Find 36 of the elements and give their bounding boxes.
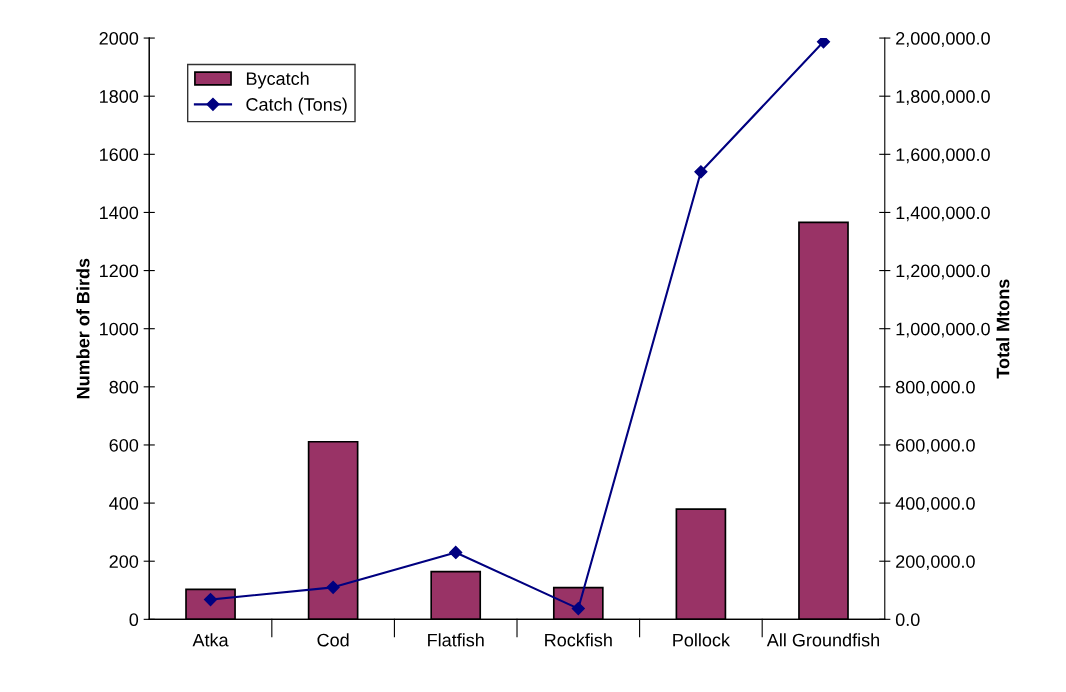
y-tick-label: 400	[109, 497, 139, 510]
x-tick-label: All Groundfish	[766, 633, 880, 647]
y-tick-label: 2000	[99, 31, 139, 45]
y2-tick-label: 2,000,000.0	[896, 31, 990, 47]
y2-tick-label: 600,000.0	[896, 438, 975, 454]
x-tick-label: Cod	[317, 633, 349, 647]
y-tick-label: 800	[109, 380, 139, 394]
y2-tick-label: 1,800,000.0	[896, 90, 990, 106]
point	[694, 165, 708, 179]
legend-label: Catch (Tons)	[246, 97, 347, 115]
y2-axis-title: Total Mtons	[996, 279, 1010, 379]
y2-tick-label: 1,000,000.0	[896, 322, 990, 338]
x-tick-label: Rockfish	[545, 633, 612, 647]
y-tick-label: 1200	[100, 264, 139, 278]
x-tick-label: Flatfish	[428, 633, 484, 647]
y-axis-title: Number of Birds	[76, 258, 90, 399]
y-tick-label: 1600	[100, 148, 139, 162]
x-tick-label: Atka	[192, 633, 229, 647]
y2-tick-label: 1,400,000.0	[896, 206, 990, 222]
y-tick-label: 200	[109, 555, 139, 568]
y2-tick-label: 800,000.0	[895, 380, 975, 396]
y2-tick-label: 400,000.0	[895, 497, 975, 512]
y2-tick-label: 1,200,000.0	[896, 264, 990, 280]
y-tick-label: 1000	[100, 322, 139, 336]
y2-tick-label: 0.0	[895, 613, 920, 627]
y2-tick-label: 200,000.0	[896, 555, 975, 571]
legend-label: Bycatch	[246, 71, 309, 89]
point	[326, 580, 340, 594]
point	[816, 38, 831, 49]
y-tick-label: 600	[109, 438, 139, 452]
y-tick-label: 1800	[100, 90, 139, 103]
point	[449, 545, 463, 560]
x-tick-label: Pollock	[673, 633, 731, 647]
y-tick-label: 1400	[100, 206, 139, 220]
y-tick-label: 0	[129, 613, 139, 627]
y2-tick-label: 1,600,000.0	[896, 148, 990, 164]
